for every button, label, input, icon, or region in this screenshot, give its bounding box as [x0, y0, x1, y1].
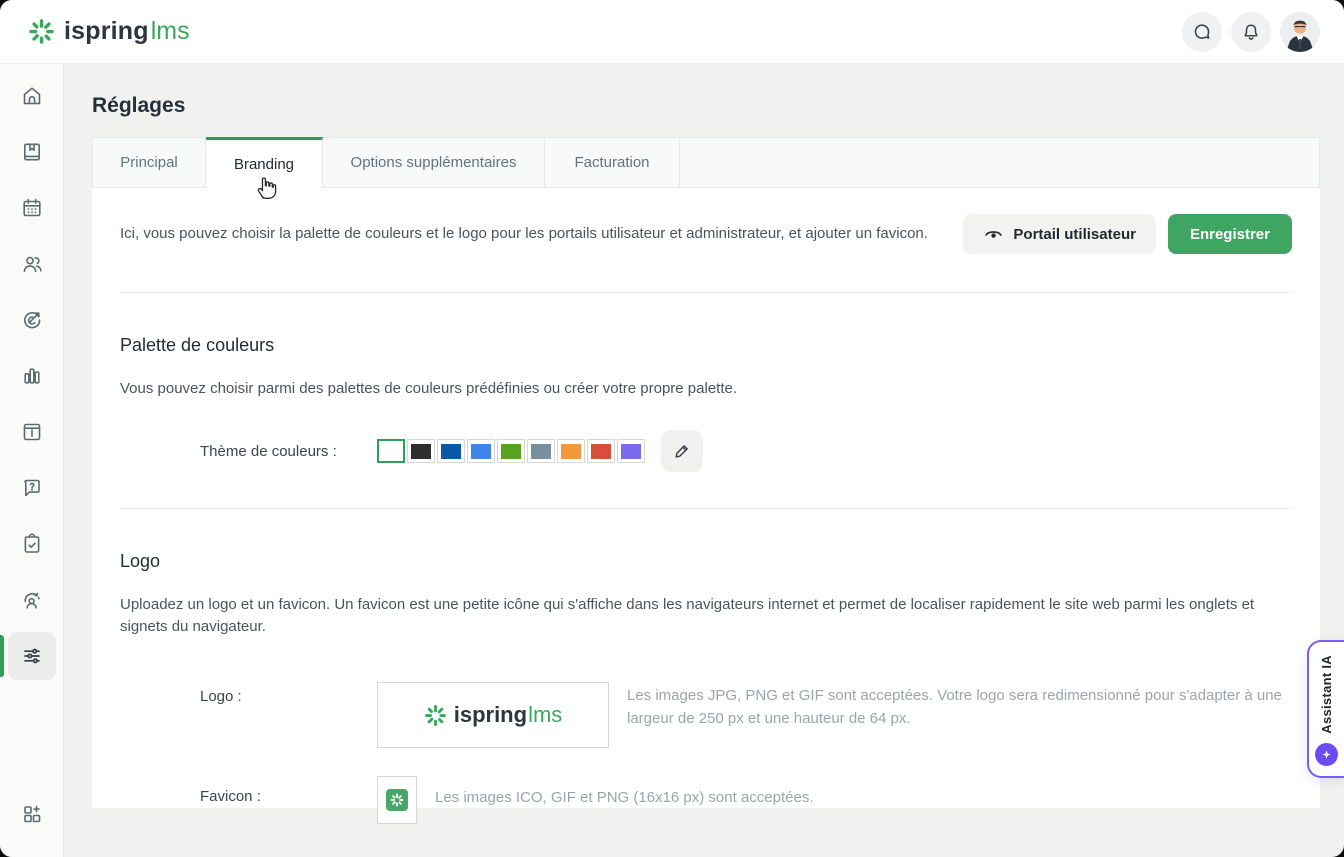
- ai-assistant-label: Assistant IA: [1319, 655, 1334, 734]
- sparkle-icon: [1315, 743, 1338, 766]
- palette-section-title: Palette de couleurs: [120, 335, 275, 355]
- sidebar-item-apps[interactable]: [8, 790, 56, 838]
- sidebar-item-courses[interactable]: [8, 128, 56, 176]
- sidebar-item-info[interactable]: [8, 408, 56, 456]
- edit-palette-button[interactable]: [661, 430, 703, 472]
- calendar-icon: [22, 198, 41, 217]
- swatch-red[interactable]: [587, 439, 615, 463]
- users-icon: [23, 256, 42, 273]
- app-logo[interactable]: ispringlms: [28, 17, 190, 46]
- user-portal-preview-button[interactable]: Portail utilisateur: [963, 214, 1156, 254]
- section-divider: [120, 292, 1292, 293]
- clipboard-check-icon: [24, 533, 39, 553]
- sidebar-item-settings[interactable]: [0, 632, 56, 680]
- user-portal-preview-label: Portail utilisateur: [1013, 225, 1136, 243]
- swatch-color: [621, 443, 641, 459]
- sidebar-item-calendar[interactable]: [8, 184, 56, 232]
- top-bar: ispringlms: [0, 0, 1344, 64]
- notifications-button[interactable]: [1231, 11, 1271, 52]
- swatch-purple[interactable]: [617, 439, 645, 463]
- tab-branding[interactable]: Branding: [206, 137, 323, 188]
- palette-section-description: Vous pouvez choisir parmi des palettes d…: [120, 380, 738, 397]
- pencil-icon: [675, 445, 688, 458]
- brand-name: ispring: [64, 17, 149, 45]
- logo-upload-box[interactable]: ispringlms: [377, 682, 609, 748]
- sidebar-item-supervision[interactable]: [8, 576, 56, 624]
- swatch-color: [411, 443, 431, 459]
- logo-help-text: Les images JPG, PNG et GIF sont acceptée…: [627, 687, 1282, 727]
- bar-chart-icon: [23, 368, 40, 384]
- swatch-orange[interactable]: [557, 439, 585, 463]
- swatch-color: [441, 443, 461, 459]
- swatch-color: [501, 443, 521, 459]
- sidebar-item-home[interactable]: [8, 72, 56, 120]
- avatar-photo: [1280, 11, 1320, 52]
- favicon-upload-box[interactable]: [377, 776, 417, 824]
- tab-bar-filler: [680, 137, 1320, 188]
- book-icon: [23, 143, 40, 161]
- active-indicator: [0, 635, 4, 677]
- ispring-spinner-icon: [390, 793, 404, 807]
- sidebar-item-users[interactable]: [8, 240, 56, 288]
- logo-label: Logo :: [200, 688, 242, 705]
- page-title: Réglages: [92, 94, 186, 117]
- color-theme-swatches: [377, 439, 645, 463]
- settings-sliders-icon: [23, 648, 40, 664]
- swatch-color: [531, 443, 551, 459]
- sidebar-item-help[interactable]: [8, 464, 56, 512]
- home-icon: [23, 87, 40, 105]
- branding-intro-text: Ici, vous pouvez choisir la palette de c…: [120, 225, 928, 242]
- logo-preview-brand: ispring: [453, 702, 528, 727]
- bell-icon: [1244, 23, 1258, 40]
- help-bubble-icon: [23, 479, 40, 497]
- brand-product: lms: [150, 17, 190, 45]
- sidebar-item-goals[interactable]: [8, 296, 56, 344]
- chat-icon: [1194, 23, 1210, 39]
- user-avatar[interactable]: [1280, 11, 1320, 52]
- logo-section-title: Logo: [120, 551, 161, 571]
- swatch-slate[interactable]: [527, 439, 555, 463]
- save-button[interactable]: Enregistrer: [1167, 214, 1292, 254]
- logo-preview: ispringlms: [424, 702, 563, 728]
- ai-assistant-button[interactable]: Assistant IA: [1307, 640, 1344, 778]
- ispring-spinner-icon: [424, 704, 446, 726]
- logo-section-description: Uploadez un logo et un favicon. Un favic…: [120, 596, 1255, 635]
- ispring-spinner-icon: [29, 19, 54, 44]
- main-content: Réglages Principal Branding Options supp…: [64, 64, 1344, 857]
- swatch-blue[interactable]: [467, 439, 495, 463]
- swatch-color: [591, 443, 611, 459]
- tab-options-supplementaires[interactable]: Options supplémentaires: [323, 137, 545, 188]
- eye-icon: [985, 230, 1003, 238]
- logo-preview-product: lms: [528, 702, 563, 727]
- swatch-color: [471, 443, 491, 459]
- swatch-dark[interactable]: [407, 439, 435, 463]
- favicon-help-text: Les images ICO, GIF et PNG (16x16 px) so…: [435, 789, 814, 806]
- info-panel-icon: [23, 423, 40, 441]
- swatch-green[interactable]: [497, 439, 525, 463]
- section-divider: [120, 508, 1292, 509]
- goal-target-icon: [23, 312, 40, 329]
- sidebar-item-reports[interactable]: [8, 352, 56, 400]
- tab-bar: Principal Branding Options supplémentair…: [92, 137, 1320, 188]
- sidebar-nav: [0, 64, 64, 857]
- tab-principal[interactable]: Principal: [92, 137, 206, 188]
- chat-button[interactable]: [1182, 11, 1222, 52]
- save-label: Enregistrer: [1189, 225, 1270, 243]
- swatch-navy[interactable]: [437, 439, 465, 463]
- swatch-color: [381, 443, 401, 459]
- theme-label: Thème de couleurs :: [200, 442, 337, 460]
- sidebar-item-assignments[interactable]: [8, 520, 56, 568]
- favicon-preview: [386, 789, 408, 811]
- apps-plus-icon: [24, 805, 41, 823]
- favicon-label: Favicon :: [200, 788, 261, 805]
- branding-panel: Ici, vous pouvez choisir la palette de c…: [92, 188, 1320, 824]
- swatch-white-selected[interactable]: [377, 439, 405, 463]
- swatch-color: [561, 443, 581, 459]
- tab-facturation[interactable]: Facturation: [545, 137, 680, 188]
- supervision-icon: [23, 592, 40, 609]
